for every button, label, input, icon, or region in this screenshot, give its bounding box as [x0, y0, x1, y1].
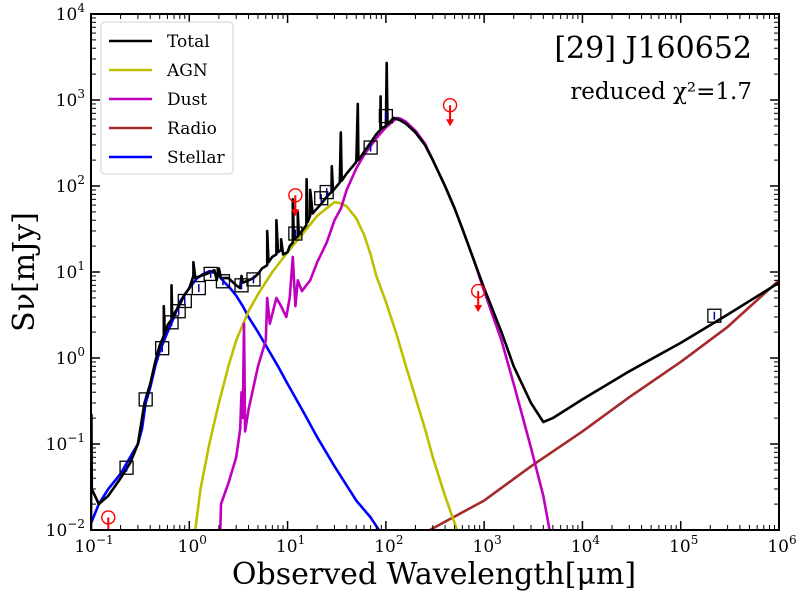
y-tick-label-exponent: 4 [77, 1, 85, 15]
x-tick-label-exponent: 3 [494, 533, 502, 547]
legend-entry-stellar: Stellar [109, 148, 226, 168]
y-tick-label-base: 10 [46, 521, 68, 541]
legend-entry-radio: Radio [109, 119, 217, 139]
x-tick-label-base: 10 [473, 537, 495, 557]
x-tick-label-base: 10 [74, 537, 96, 557]
x-tick-label: 10−1 [74, 533, 113, 557]
upper-limit-point [442, 98, 458, 127]
x-tick-label: 100 [178, 533, 207, 557]
detection-point [246, 272, 261, 287]
y-tick-label-base: 10 [46, 435, 68, 455]
y-tick-label: 101 [56, 259, 85, 283]
x-tick-label: 104 [571, 533, 601, 557]
detection-point [378, 108, 394, 124]
legend-box [100, 21, 234, 175]
y-tick-label: 102 [56, 173, 85, 197]
detection-point [288, 226, 303, 241]
detection-point [177, 293, 192, 309]
x-tick-label-base: 10 [276, 537, 298, 557]
x-tick-label: 101 [276, 533, 305, 557]
legend-entry-total: Total [109, 32, 210, 52]
x-tick-label: 102 [374, 533, 403, 557]
chart-subtitle: reduced χ²=1.7 [570, 79, 752, 105]
x-tick-label-exponent: 0 [199, 533, 207, 547]
x-tick-label-base: 10 [767, 537, 789, 557]
x-tick-label-base: 10 [669, 537, 691, 557]
x-tick-label-exponent: 6 [789, 533, 797, 547]
detection-point [363, 140, 378, 155]
y-tick-label-base: 10 [56, 349, 78, 369]
y-tick-label-exponent: 1 [77, 259, 85, 273]
y-tick-label: 10−1 [46, 431, 85, 455]
series-line-radio [429, 279, 779, 530]
series-line-agn [194, 200, 459, 530]
y-tick-label-exponent: −2 [67, 517, 85, 531]
y-tick-label-exponent: 0 [77, 345, 85, 359]
y-tick-label-exponent: 3 [77, 87, 85, 101]
y-tick-label-exponent: −1 [67, 431, 85, 445]
legend-label-agn: AGN [166, 61, 208, 81]
y-tick-label-base: 10 [56, 91, 78, 111]
x-tick-label-exponent: 2 [396, 533, 404, 547]
detection-point [215, 274, 231, 289]
y-tick-label-exponent: 2 [77, 173, 85, 187]
legend-entry-agn: AGN [109, 61, 208, 81]
detection-point [191, 280, 206, 296]
y-tick-label: 104 [56, 1, 86, 25]
y-tick-label: 100 [56, 345, 85, 369]
legend-label-total: Total [167, 32, 210, 52]
series-layer [91, 61, 779, 530]
plot-frame [90, 13, 780, 531]
upper-limit-point [101, 510, 116, 530]
legend-label-dust: Dust [167, 90, 207, 110]
x-tick-label-exponent: 4 [592, 533, 600, 547]
x-tick-label-exponent: 1 [298, 533, 306, 547]
x-tick-label-base: 10 [571, 537, 593, 557]
x-tick-label-base: 10 [178, 537, 200, 557]
y-tick-label-base: 10 [56, 177, 78, 197]
detection-point [203, 266, 218, 282]
detection-point [707, 308, 722, 323]
chart-title: [29] J160652 [554, 31, 752, 66]
x-tick-label: 103 [473, 533, 502, 557]
x-tick-label: 105 [669, 533, 698, 557]
detection-point [138, 392, 153, 407]
upper-limit-point [470, 283, 486, 313]
detection-point [119, 460, 134, 475]
x-tick-label-base: 10 [374, 537, 396, 557]
legend-label-stellar: Stellar [167, 148, 226, 168]
y-tick-label: 10−2 [46, 517, 85, 541]
y-axis-label: Sν[mJy] [7, 212, 42, 332]
y-tick-label-base: 10 [56, 5, 78, 25]
x-tick-label-exponent: 5 [691, 533, 699, 547]
y-tick-label-base: 10 [56, 263, 78, 283]
x-tick-label: 106 [767, 533, 796, 557]
x-tick-label-exponent: −1 [96, 533, 114, 547]
legend-label-radio: Radio [167, 119, 217, 139]
detection-point [319, 184, 334, 200]
y-tick-label: 103 [56, 87, 85, 111]
x-axis-label: Observed Wavelength[μm] [232, 557, 636, 592]
legend: Total AGN Dust Radio Stellar [100, 21, 234, 175]
legend-entry-dust: Dust [109, 90, 207, 110]
upper-limit-point [288, 188, 303, 217]
marker-layer [101, 98, 722, 530]
detection-point [155, 341, 170, 356]
